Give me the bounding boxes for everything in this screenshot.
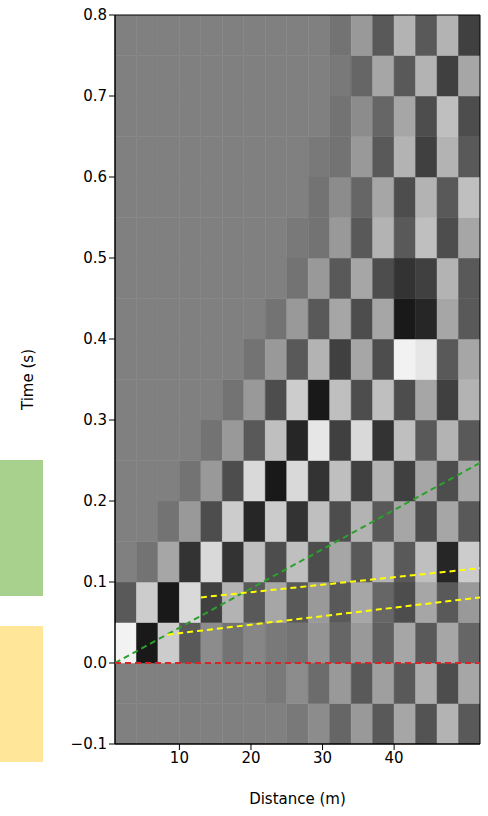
svg-text:10: 10	[170, 749, 189, 767]
svg-text:0.7: 0.7	[83, 87, 107, 105]
svg-text:0.6: 0.6	[83, 168, 107, 186]
svg-text:40: 40	[385, 749, 404, 767]
svg-text:Time (s): Time (s)	[19, 349, 37, 411]
svg-text:0.5: 0.5	[83, 249, 107, 267]
svg-text:−0.1: −0.1	[71, 735, 107, 753]
svg-text:0.4: 0.4	[83, 330, 107, 348]
svg-text:0.3: 0.3	[83, 411, 107, 429]
svg-text:Distance (m): Distance (m)	[249, 790, 346, 808]
svg-text:0.2: 0.2	[83, 492, 107, 510]
svg-text:0.0: 0.0	[83, 654, 107, 672]
svg-text:20: 20	[241, 749, 260, 767]
svg-text:0.1: 0.1	[83, 573, 107, 591]
svg-text:0.8: 0.8	[83, 6, 107, 24]
svg-text:30: 30	[313, 749, 332, 767]
